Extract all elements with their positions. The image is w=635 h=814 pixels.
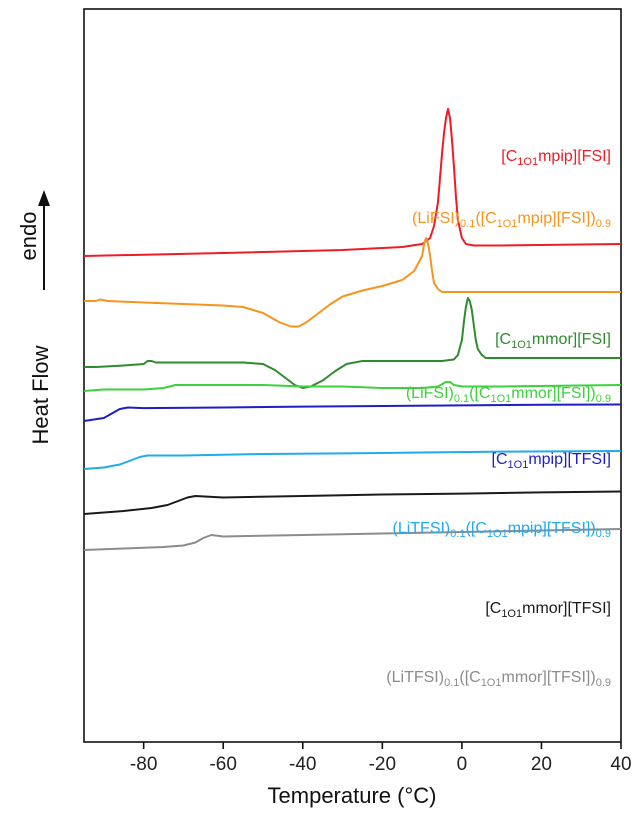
series-label: (LiTFSI)0.1([C1O1mmor][TFSI])0.9 bbox=[386, 669, 611, 689]
y-axis-title: Heat Flow bbox=[28, 345, 53, 444]
x-tick-label: 20 bbox=[531, 754, 552, 775]
curves bbox=[83, 108, 622, 551]
series-label: (LiTFSI)0.1([C1O1mpip][TFSI])0.9 bbox=[392, 520, 611, 540]
series-label: [C1O1mpip][FSI] bbox=[501, 148, 611, 168]
series-line bbox=[84, 237, 621, 328]
series-label: [C1O1mmor][FSI] bbox=[495, 331, 611, 351]
series-line bbox=[83, 490, 622, 515]
x-tick-label: 40 bbox=[610, 754, 631, 775]
series-label: [C1O1mmor][TFSI] bbox=[485, 600, 611, 620]
x-tick-label: -20 bbox=[369, 754, 396, 775]
endo-label: endo bbox=[16, 212, 41, 261]
series-line bbox=[84, 297, 621, 389]
x-tick-label: -80 bbox=[130, 754, 157, 775]
series-line bbox=[83, 450, 622, 470]
series-labels: [C1O1mpip][FSI] (LiFSI)0.1([C1O1mpip][FSI… bbox=[386, 148, 611, 689]
series-label: (LiFSI)0.1([C1O1mmor][FSI])0.9 bbox=[406, 385, 611, 405]
x-axis: -80 -60 -40 -20 0 20 40 bbox=[130, 742, 632, 775]
series-line bbox=[83, 108, 622, 257]
series-line bbox=[83, 528, 622, 551]
plot-frame bbox=[83, 8, 622, 743]
x-tick-label: -40 bbox=[289, 754, 316, 775]
x-axis-title: Temperature (°C) bbox=[268, 783, 437, 808]
series-line bbox=[83, 381, 622, 392]
endo-arrow-icon bbox=[38, 190, 50, 290]
series-label: (LiFSI)0.1([C1O1mpip][FSI])0.9 bbox=[412, 210, 611, 230]
x-tick-label: -60 bbox=[209, 754, 236, 775]
series-label: [C1O1mpip][TFSI] bbox=[492, 451, 611, 471]
series-line bbox=[83, 403, 622, 422]
x-tick-label: 0 bbox=[457, 754, 468, 775]
